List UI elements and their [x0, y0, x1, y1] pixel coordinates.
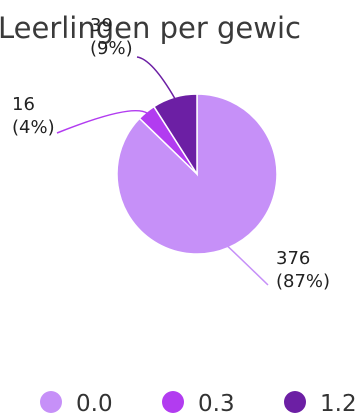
slice-percent-label-0-3: (4%) — [12, 117, 55, 138]
legend-item-0-3[interactable]: 0.3 — [162, 391, 235, 414]
leader-lines — [56, 56, 269, 286]
legend-swatch-0-3 — [162, 391, 184, 413]
leader-line-0-0 — [227, 245, 269, 286]
slice-labels: 376(87%) 16(4%) 39(9%) — [12, 15, 330, 292]
legend-label-0-3: 0.3 — [198, 391, 235, 414]
legend-swatch-1-2 — [284, 391, 306, 413]
legend-item-1-2[interactable]: 1.2 — [284, 391, 357, 414]
legend-label-1-2: 1.2 — [320, 391, 357, 414]
slice-value-label-0-3: 16 — [12, 94, 35, 115]
legend: 0.0 0.3 1.2 — [40, 391, 357, 414]
pie-slices — [116, 93, 278, 255]
slice-value-label-1-2: 39 — [90, 15, 113, 36]
slice-percent-label-1-2: (9%) — [90, 38, 133, 59]
chart-title: Leerlingen per gewic — [0, 11, 301, 45]
legend-swatch-0-0 — [40, 391, 62, 413]
legend-label-0-0: 0.0 — [76, 391, 113, 414]
leader-line-0-3 — [56, 109, 148, 134]
leader-line-1-2 — [136, 56, 176, 100]
legend-item-0-0[interactable]: 0.0 — [40, 391, 113, 414]
slice-percent-label-0-0: (87%) — [276, 271, 330, 292]
slice-value-label-0-0: 376 — [276, 248, 310, 269]
